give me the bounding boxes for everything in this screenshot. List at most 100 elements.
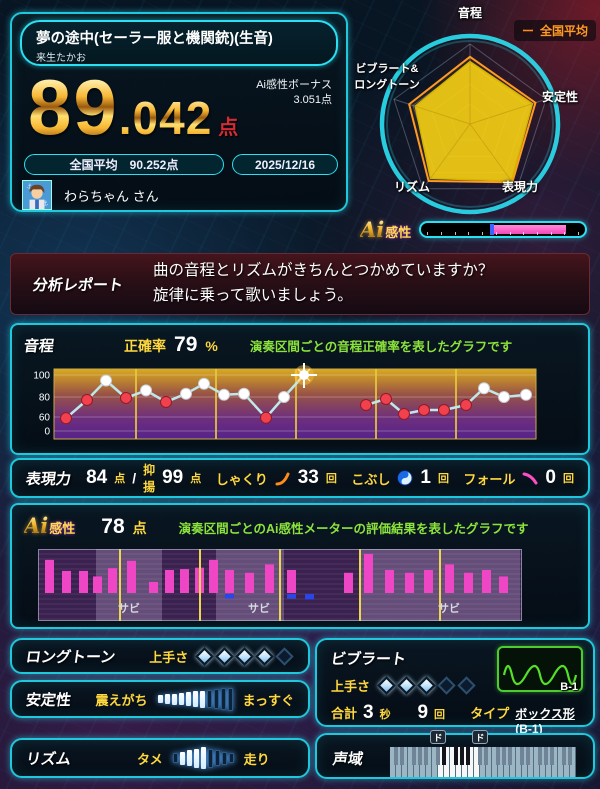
radar-svg [379,33,561,215]
piano-white-key [468,747,474,777]
vibrato-label: ビブラート [329,651,408,668]
rating-diamond [255,646,274,666]
rating-diamond [457,676,476,695]
rating-diamond [417,676,436,695]
piano-black-key [508,747,512,765]
piano-black-key [550,747,554,765]
ai-sense-logo-2: Ai 感性 [24,513,76,538]
piano-black-key [454,747,458,765]
stability-gauge [157,687,233,711]
score-unit: 点 [218,117,239,139]
ai-bonus: Ai感性ボーナス 3.051点 [256,78,332,108]
radar-chart: 音程 安定性 表現力 リズム ビブラート& ロングトーン [352,4,598,244]
piano-black-key [412,747,416,765]
score-card: 夢の途中(セーラー服と機関銃)(生音) 来生たかお Ai感性ボーナス 3.051… [10,12,348,212]
kobushi-sphere-icon [397,470,413,486]
vocal-range-keyboard: ドド [389,730,576,777]
piano-white-key [444,747,450,777]
inflection-label: 抑揚 [143,463,156,494]
rhythm-left-label: タメ [137,751,163,767]
piano-black-key [544,747,548,765]
piano-black-key [442,747,446,765]
rhythm-gauge [172,747,234,769]
slash: / [132,470,137,486]
expression-unit: 点 [114,473,126,485]
national-average-value: 90.252点 [129,158,179,172]
rating-diamond [215,646,234,666]
kobushi-count: 1 [420,467,431,488]
rhythm-panel: リズム タメ 走り [10,738,310,778]
rating-diamond [275,646,294,666]
vibrato-type-badge: B-1 [560,681,578,693]
ai-sense-gauge [419,221,588,238]
vibrato-stats-row: 合計 3 秒 9 回 タイプ ボックス形(B-1) [331,702,587,736]
expression-panel: 表現力 84 点 / 抑揚 99 点 しゃくり 33 回 こぶし 1 回 フォー… [10,458,590,498]
vibrato-rating [377,676,476,695]
piano-black-key [568,747,572,765]
vibrato-type-link[interactable]: ボックス形(B-1) [515,707,575,736]
inflection-unit: 点 [190,473,202,485]
ai-bonus-value: 3.051点 [293,93,332,106]
piano-black-key [460,747,464,765]
shakuri-count: 33 [297,467,319,488]
piano-black-key [418,747,422,765]
range-note-marker: ド [430,730,446,744]
kobushi-label: こぶし [351,471,391,487]
ai-sense-desc: 演奏区間ごとのAi感性メーターの評価結果を表したグラフです [178,522,529,536]
svg-text:⚓: ⚓ [27,183,33,190]
fall-unit: 回 [563,473,574,485]
stability-panel: 安定性 震えがち まっすぐ [10,680,310,718]
pitch-label: 音程 [22,338,56,355]
pitch-desc: 演奏区間ごとの音程正確率を表したグラフです [249,340,513,354]
longtone-skill-label: 上手さ [149,649,189,665]
vocal-range-panel: 声域 ドド [315,730,595,779]
ai-sense-meter: Ai 感性 [360,217,588,242]
piano-white-key [528,747,534,777]
user-name: わらちゃん さん [64,188,159,204]
piano-black-key [562,747,566,765]
vibrato-type-label: タイプ [470,706,510,721]
rating-diamond [397,676,416,695]
vibrato-sec-unit: 秒 [379,709,391,721]
piano-black-key [424,747,428,765]
national-average-pill: 全国平均 90.252点 [24,154,224,175]
vibrato-total-label: 合計 [331,706,358,721]
piano-white-key [570,747,576,777]
piano-black-key [478,747,482,765]
ai-sense-gauge-marker [490,224,495,235]
fall-count: 0 [545,467,556,488]
song-title: 夢の途中(セーラー服と機関銃)(生音) [36,31,273,47]
song-title-pill: 夢の途中(セーラー服と機関銃)(生音) 来生たかお [20,20,338,66]
rating-diamond [437,676,456,695]
pitch-header: 音程 正確率 79 % 演奏区間ごとの音程正確率を表したグラフです [22,333,513,357]
range-note-marker: ド [472,730,488,744]
vibrato-count-unit: 回 [434,709,446,721]
stability-right-label: まっすぐ [242,692,294,708]
percent-sign: % [205,338,218,354]
score-dec: .042 [118,92,213,144]
shakuri-unit: 回 [325,473,337,485]
piano-black-key [538,747,542,765]
piano-black-key [526,747,530,765]
user-avatar: ⚓ ⚓ [22,180,52,210]
pitch-panel: 音程 正確率 79 % 演奏区間ごとの音程正確率を表したグラフです 100 80 6… [10,323,590,455]
analysis-report-label: 分析レポート [31,276,125,294]
ai-sense-unit: 点 [132,520,147,536]
fall-drop-icon [522,472,538,484]
accuracy-value: 79 [174,333,198,356]
svg-text:100: 100 [33,371,50,382]
pitch-accuracy-graph: 100 80 60 0 [33,363,537,440]
piano-black-key [436,747,440,765]
total-score: 89.042 点 [28,68,239,146]
ai-sense-score: 78 [101,515,125,538]
vibrato-seconds: 3 [363,702,374,723]
accuracy-label: 正確率 [124,338,167,354]
ai-sense-panel: Ai 感性 78 点 演奏区間ごとのAi感性メーターの評価結果を表したグラフです… [10,503,590,629]
kobushi-unit: 回 [437,473,449,485]
piano-black-key [394,747,398,765]
inflection-value: 99 [162,467,184,488]
rhythm-label: リズム [24,750,73,768]
expression-score: 84 [86,467,108,488]
analysis-report: 分析レポート 曲の音程とリズムがきちんとつかめていますか？ 旋律に乗って歌いまし… [10,253,590,315]
radar-axis-expression: 表現力 [501,180,538,194]
